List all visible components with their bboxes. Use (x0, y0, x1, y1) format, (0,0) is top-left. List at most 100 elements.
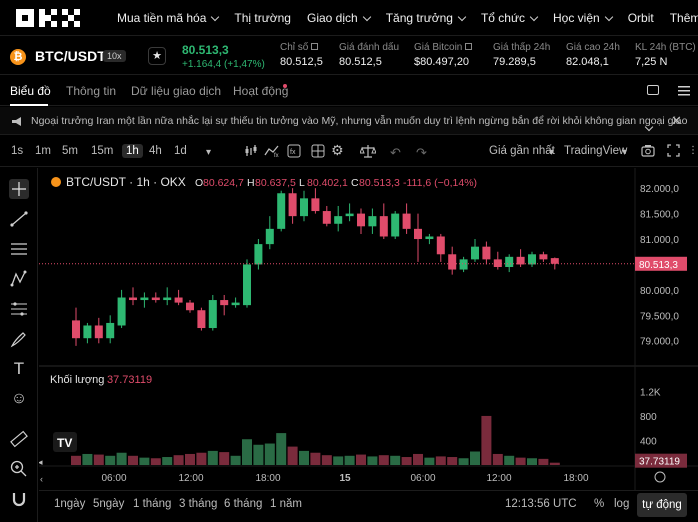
volume-bar (333, 456, 344, 465)
expand-chevron-icon[interactable] (644, 117, 654, 135)
view-chevron-icon[interactable]: ▾ (622, 147, 628, 158)
scroll-left-icon[interactable]: ◂ (39, 457, 43, 467)
volume-bar (71, 455, 81, 465)
volume-bar (470, 451, 480, 465)
time-tick-label: 12:00 (178, 473, 203, 484)
range-1-day[interactable]: 1ngày (54, 498, 86, 510)
range-1-month[interactable]: 1 tháng (133, 498, 172, 510)
okx-logo[interactable] (16, 9, 80, 27)
utc-clock: 12:13:56 UTC (505, 498, 577, 510)
time-axis-settings-icon[interactable] (654, 471, 666, 483)
volume-bar (105, 455, 116, 465)
legend-coin-icon (51, 177, 61, 187)
ticker-stat-value: 79.289,5 (493, 56, 536, 68)
nav-item-2[interactable]: Giao dịch (307, 11, 371, 25)
candle-type-icon[interactable] (244, 144, 258, 158)
fullscreen-icon[interactable] (667, 144, 680, 157)
tab-chart[interactable]: Biểu đồ (10, 84, 51, 98)
zoom-in-icon[interactable] (9, 459, 29, 479)
tab-trade-data[interactable]: Dữ liệu giao dịch (131, 84, 222, 98)
nav-item-6[interactable]: Orbit (628, 11, 654, 25)
timeframe-4h[interactable]: 4h (149, 145, 162, 157)
price-type-dropdown[interactable]: Giá gần nhất (489, 145, 555, 157)
more-icon[interactable]: ⋮ (688, 145, 698, 156)
candle-body (220, 300, 229, 306)
fibonacci-icon[interactable] (9, 299, 29, 319)
ticker-stat-label: KL 24h (BTC) (635, 42, 696, 53)
menu-icon[interactable] (678, 85, 690, 96)
external-link-icon[interactable] (311, 43, 319, 50)
ticker-stat: Giá thấp 24h 79.289,5 (493, 42, 550, 68)
announcement-bar[interactable]: Ngoại trưởng Iran một lần nữa nhắc lại s… (0, 107, 698, 135)
tab-activity[interactable]: Hoạt động (233, 84, 289, 98)
ticker-stat: Giá Bitcoin $80.497,20 (414, 42, 473, 68)
nav-item-7[interactable]: Thêm (670, 11, 698, 25)
timeframe-dropdown-chevron-icon[interactable]: ▾ (206, 147, 212, 158)
tradingview-logo[interactable] (53, 432, 77, 452)
nav-item-5[interactable]: Học viện (553, 11, 613, 25)
close-icon[interactable]: ✕ (671, 113, 682, 128)
auto-scale-button[interactable]: tự động (637, 493, 687, 517)
ruler-icon[interactable] (9, 429, 29, 449)
legend-symbol: BTC/USDT · 1h · OKX (66, 175, 186, 189)
template-icon[interactable]: fx (287, 144, 301, 158)
pattern-icon[interactable] (9, 269, 29, 289)
ticker-stat-value: 80.512,5 (339, 56, 382, 68)
volume-bar (413, 453, 423, 465)
volume-bar (390, 455, 401, 465)
legend-h-label: H (247, 177, 255, 189)
brush-icon[interactable] (9, 329, 29, 349)
window-icon[interactable] (647, 85, 659, 96)
nav-item-3[interactable]: Tăng trưởng (386, 11, 467, 25)
log-scale-toggle[interactable]: log (614, 498, 630, 510)
timeframe-1s[interactable]: 1s (11, 145, 24, 157)
candle-body (72, 320, 80, 339)
range-5-days[interactable]: 5ngày (93, 498, 125, 510)
redo-icon[interactable]: ↷ (416, 145, 427, 160)
horizontal-lines-icon[interactable] (9, 239, 29, 259)
candle-body (231, 302, 240, 306)
favorite-star-icon[interactable]: ★ (148, 47, 166, 65)
trend-line-icon[interactable] (9, 209, 29, 229)
timeframe-1d[interactable]: 1d (174, 145, 187, 157)
ticker-stat-label[interactable]: Giá Bitcoin (414, 42, 473, 53)
timeframe-5m[interactable]: 5m (62, 145, 78, 157)
timeframe-1m[interactable]: 1m (35, 145, 51, 157)
tab-info[interactable]: Thông tin (66, 84, 117, 98)
indicators-icon[interactable]: fx (264, 144, 280, 158)
emoji-icon[interactable]: ☺ (10, 390, 28, 407)
volume-bar (139, 457, 150, 465)
view-dropdown[interactable]: TradingView (564, 145, 628, 157)
magnet-icon[interactable] (9, 489, 29, 509)
percent-scale-toggle[interactable]: % (594, 498, 605, 510)
crosshair-icon[interactable] (9, 179, 29, 199)
layout-icon[interactable] (311, 144, 325, 158)
range-1-year[interactable]: 1 năm (270, 498, 302, 510)
nav-item-0[interactable]: Mua tiền mã hóa (117, 11, 220, 25)
text-tool-icon[interactable]: T (13, 359, 25, 378)
candle-body (550, 258, 559, 264)
scroll-left-arrow-icon[interactable]: ‹ (40, 474, 43, 484)
timeframe-1h[interactable]: 1h (122, 144, 143, 158)
scale-icon[interactable] (360, 144, 376, 158)
timeframe-15m[interactable]: 15m (91, 145, 114, 157)
ticker-stat-label: Giá cao 24h (566, 42, 620, 53)
range-3-months[interactable]: 3 tháng (179, 498, 218, 510)
candle-body (448, 254, 457, 270)
tradingview-logo-text: TV (57, 436, 72, 450)
settings-gear-icon[interactable]: ⚙ (331, 142, 344, 158)
ticker-stat: KL 24h (BTC) 7,25 N (635, 42, 696, 68)
price-type-chevron-icon[interactable]: ▾ (549, 147, 555, 158)
price-chart[interactable]: 82.000,0 81.500,0 81.000,0 80.000,0 79.500,0… (39, 168, 698, 522)
range-6-months[interactable]: 6 tháng (224, 498, 263, 510)
ticker-stat-label[interactable]: Chỉ số (280, 42, 323, 53)
external-link-icon[interactable] (465, 43, 473, 50)
undo-icon[interactable]: ↶ (390, 145, 401, 160)
candle-body (379, 216, 388, 237)
announcement-text[interactable]: Ngoại trưởng Iran một lần nữa nhắc lại s… (31, 115, 688, 127)
nav-item-4[interactable]: Tổ chức (481, 11, 539, 25)
pair-selector[interactable]: BTC/USDT (35, 48, 106, 64)
megaphone-icon (12, 117, 21, 126)
camera-icon[interactable] (641, 144, 655, 157)
nav-item-1[interactable]: Thị trường (234, 11, 291, 25)
